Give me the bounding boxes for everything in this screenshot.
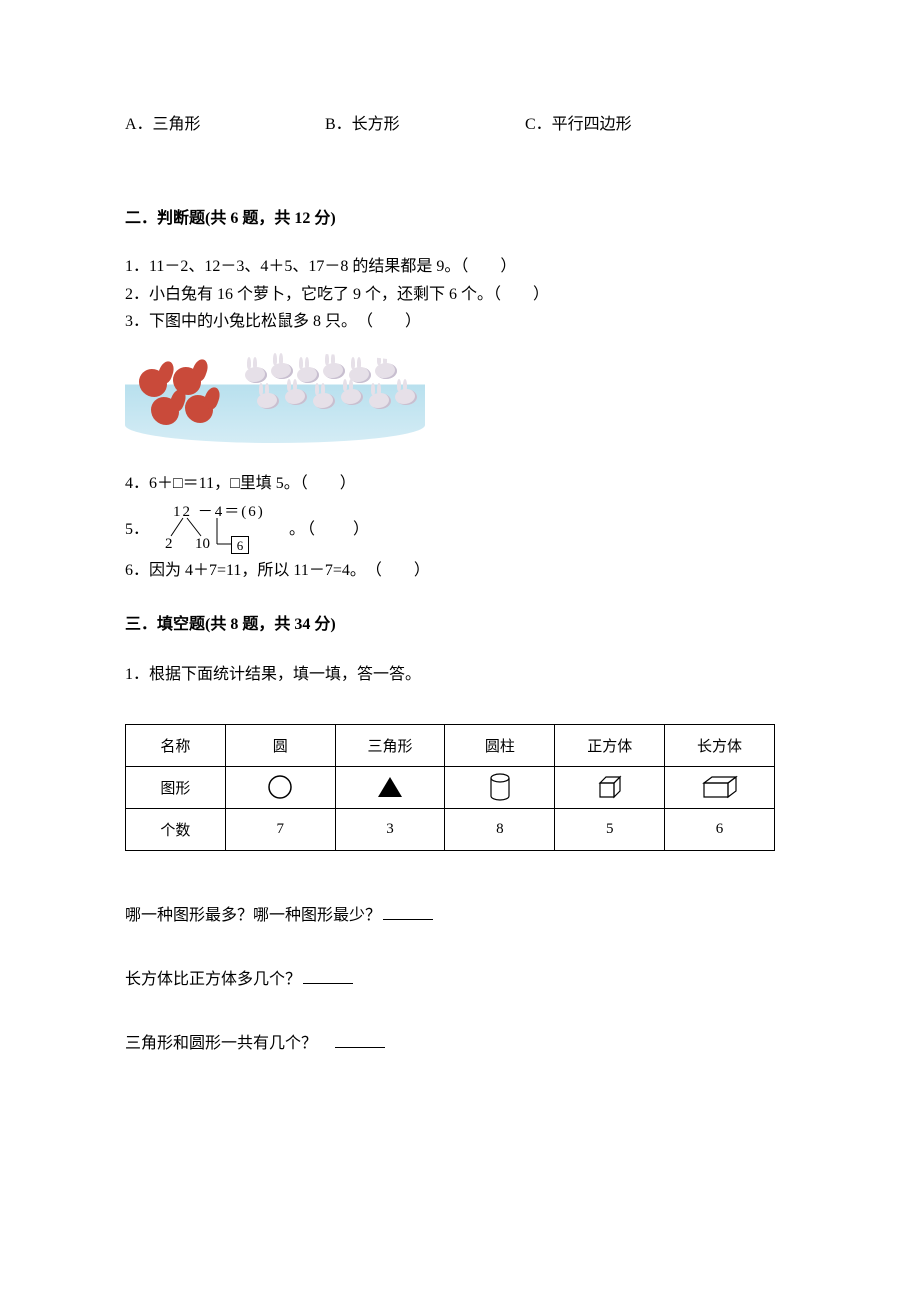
row-label-count: 个数	[126, 808, 226, 850]
squirrel-icon	[151, 397, 179, 425]
rabbit-icon	[245, 367, 267, 383]
s2-q5-suffix: 。（ ）	[289, 515, 371, 539]
rabbit-icon	[323, 363, 345, 379]
section-3-heading: 三．填空题(共 8 题，共 34 分)	[125, 610, 795, 634]
row-label-name: 名称	[126, 724, 226, 766]
mc-options-row: A．三角形 B．长方形 C．平行四边形	[125, 110, 795, 134]
rabbit-icon	[297, 367, 319, 383]
shape-cuboid-cell	[665, 766, 775, 808]
count-cell: 3	[335, 808, 445, 850]
cube-icon	[594, 773, 626, 801]
s3-q1-intro: 1．根据下面统计结果，填一填，答一答。	[125, 660, 795, 684]
count-cell: 6	[665, 808, 775, 850]
shapes-table: 名称 圆 三角形 圆柱 正方体 长方体 图形	[125, 724, 775, 851]
shape-cube-cell	[555, 766, 665, 808]
rabbit-icon	[285, 389, 307, 405]
answer-blank[interactable]	[303, 970, 353, 984]
rabbit-icon	[395, 389, 417, 405]
col-name: 长方体	[665, 724, 775, 766]
table-row: 个数 7 3 8 5 6	[126, 808, 775, 850]
rabbit-group	[245, 359, 420, 439]
rabbit-icon	[369, 393, 391, 409]
rabbit-icon	[313, 393, 335, 409]
decomp-lines-icon	[155, 500, 285, 554]
option-c: C．平行四边形	[525, 110, 632, 134]
option-b: B．长方形	[325, 110, 525, 134]
s3-subq-2-text: 长方体比正方体多几个？	[125, 971, 301, 988]
col-name: 圆柱	[445, 724, 555, 766]
s2-q3: 3．下图中的小兔比松鼠多 8 只。 （ ）	[125, 309, 795, 335]
decomp-leaf-2: 10	[195, 536, 210, 553]
col-name: 正方体	[555, 724, 665, 766]
table-row: 名称 圆 三角形 圆柱 正方体 长方体	[126, 724, 775, 766]
section-2-heading: 二．判断题(共 6 题，共 12 分)	[125, 204, 795, 228]
row-label-shape: 图形	[126, 766, 226, 808]
rabbit-icon	[257, 393, 279, 409]
decomp-box: 6	[231, 536, 249, 554]
worksheet-page: A．三角形 B．长方形 C．平行四边形 二．判断题(共 6 题，共 12 分) …	[0, 0, 920, 1302]
decomp-leaf-1: 2	[165, 536, 173, 553]
circle-icon	[266, 773, 294, 801]
count-cell: 8	[445, 808, 555, 850]
cylinder-icon	[487, 771, 513, 803]
shape-circle-cell	[225, 766, 335, 808]
answer-blank[interactable]	[335, 1034, 385, 1048]
table-row: 图形	[126, 766, 775, 808]
option-a: A．三角形	[125, 110, 325, 134]
s2-q1: 1．11－2、12－3、4＋5、17－8 的结果都是 9。（ ）	[125, 254, 795, 280]
s2-q2: 2．小白兔有 16 个萝卜，它吃了 9 个，还剩下 6 个。（ ）	[125, 282, 795, 308]
squirrel-icon	[139, 369, 167, 397]
s3-subq-3-text: 三角形和圆形一共有几个？	[125, 1035, 333, 1052]
triangle-icon	[375, 774, 405, 800]
cuboid-icon	[700, 773, 740, 801]
s2-q6: 6．因为 4＋7=11，所以 11－7=4。 （ ）	[125, 558, 795, 584]
squirrel-icon	[185, 395, 213, 423]
s3-subq-1-text: 哪一种图形最多？哪一种图形最少？	[125, 907, 381, 924]
rabbit-icon	[341, 389, 363, 405]
s2-q5-prefix: 5．	[125, 515, 149, 539]
s3-subq-3: 三角形和圆形一共有几个？	[125, 1029, 795, 1053]
rabbit-icon	[271, 363, 293, 379]
decomposition-diagram: 12 －4＝(6) 2 10 6	[155, 500, 285, 554]
animals-illustration	[125, 353, 795, 443]
s3-subq-1: 哪一种图形最多？哪一种图形最少？	[125, 901, 795, 925]
animals-illus-bg	[125, 353, 425, 443]
s3-subq-2: 长方体比正方体多几个？	[125, 965, 795, 989]
answer-blank[interactable]	[383, 906, 433, 920]
count-cell: 7	[225, 808, 335, 850]
col-name: 圆	[225, 724, 335, 766]
shape-cylinder-cell	[445, 766, 555, 808]
rabbit-icon	[375, 363, 397, 379]
shape-triangle-cell	[335, 766, 445, 808]
s2-q4: 4．6＋□＝11，□里填 5。（ ）	[125, 471, 795, 497]
s2-q5: 5． 12 －4＝(6) 2 10 6 。（ ）	[125, 500, 795, 554]
rabbit-icon	[349, 367, 371, 383]
col-name: 三角形	[335, 724, 445, 766]
squirrel-group	[133, 367, 233, 437]
count-cell: 5	[555, 808, 665, 850]
